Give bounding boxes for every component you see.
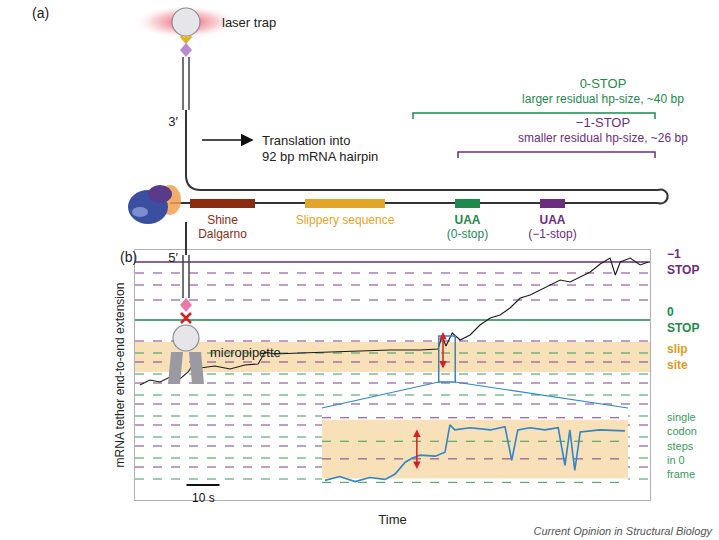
- svg-text:(−1-stop): (−1-stop): [528, 227, 576, 241]
- svg-text:micropipette: micropipette: [210, 345, 281, 360]
- svg-text:Current Opinion in Structural: Current Opinion in Structural Biology: [533, 525, 713, 537]
- svg-text:laser trap: laser trap: [222, 15, 276, 30]
- svg-text:singlecodonstepsin 0frame: singlecodonstepsin 0frame: [667, 411, 697, 480]
- svg-text:−1-STOP: −1-STOP: [576, 115, 630, 130]
- svg-text:10 s: 10 s: [192, 491, 215, 505]
- svg-text:UAA: UAA: [540, 213, 566, 227]
- svg-text:0-STOP: 0-STOP: [580, 76, 627, 91]
- svg-text:mRNA tether end-to-end extensi: mRNA tether end-to-end extension: [113, 283, 127, 468]
- svg-text:(a): (a): [32, 5, 49, 21]
- svg-text:3′: 3′: [168, 114, 178, 129]
- svg-text:smaller residual hp-size, ~26: smaller residual hp-size, ~26 bp: [518, 131, 688, 145]
- svg-text:92 bp mRNA hairpin: 92 bp mRNA hairpin: [262, 149, 378, 164]
- svg-text:Shine: Shine: [207, 213, 238, 227]
- svg-text:(0-stop): (0-stop): [447, 227, 488, 241]
- svg-text:larger residual hp-size, ~40 b: larger residual hp-size, ~40 bp: [522, 92, 684, 106]
- svg-text:UAA: UAA: [455, 213, 481, 227]
- svg-text:0STOP: 0STOP: [667, 305, 699, 335]
- svg-text:slipsite: slipsite: [667, 342, 688, 372]
- svg-text:Dalgarno: Dalgarno: [198, 227, 247, 241]
- svg-text:Slippery sequence: Slippery sequence: [296, 213, 395, 227]
- svg-text:−1STOP: −1STOP: [667, 247, 699, 277]
- svg-text:5′: 5′: [168, 250, 178, 265]
- svg-text:Translation into: Translation into: [262, 133, 350, 148]
- svg-text:(b): (b): [120, 249, 137, 265]
- svg-text:Time: Time: [378, 512, 406, 527]
